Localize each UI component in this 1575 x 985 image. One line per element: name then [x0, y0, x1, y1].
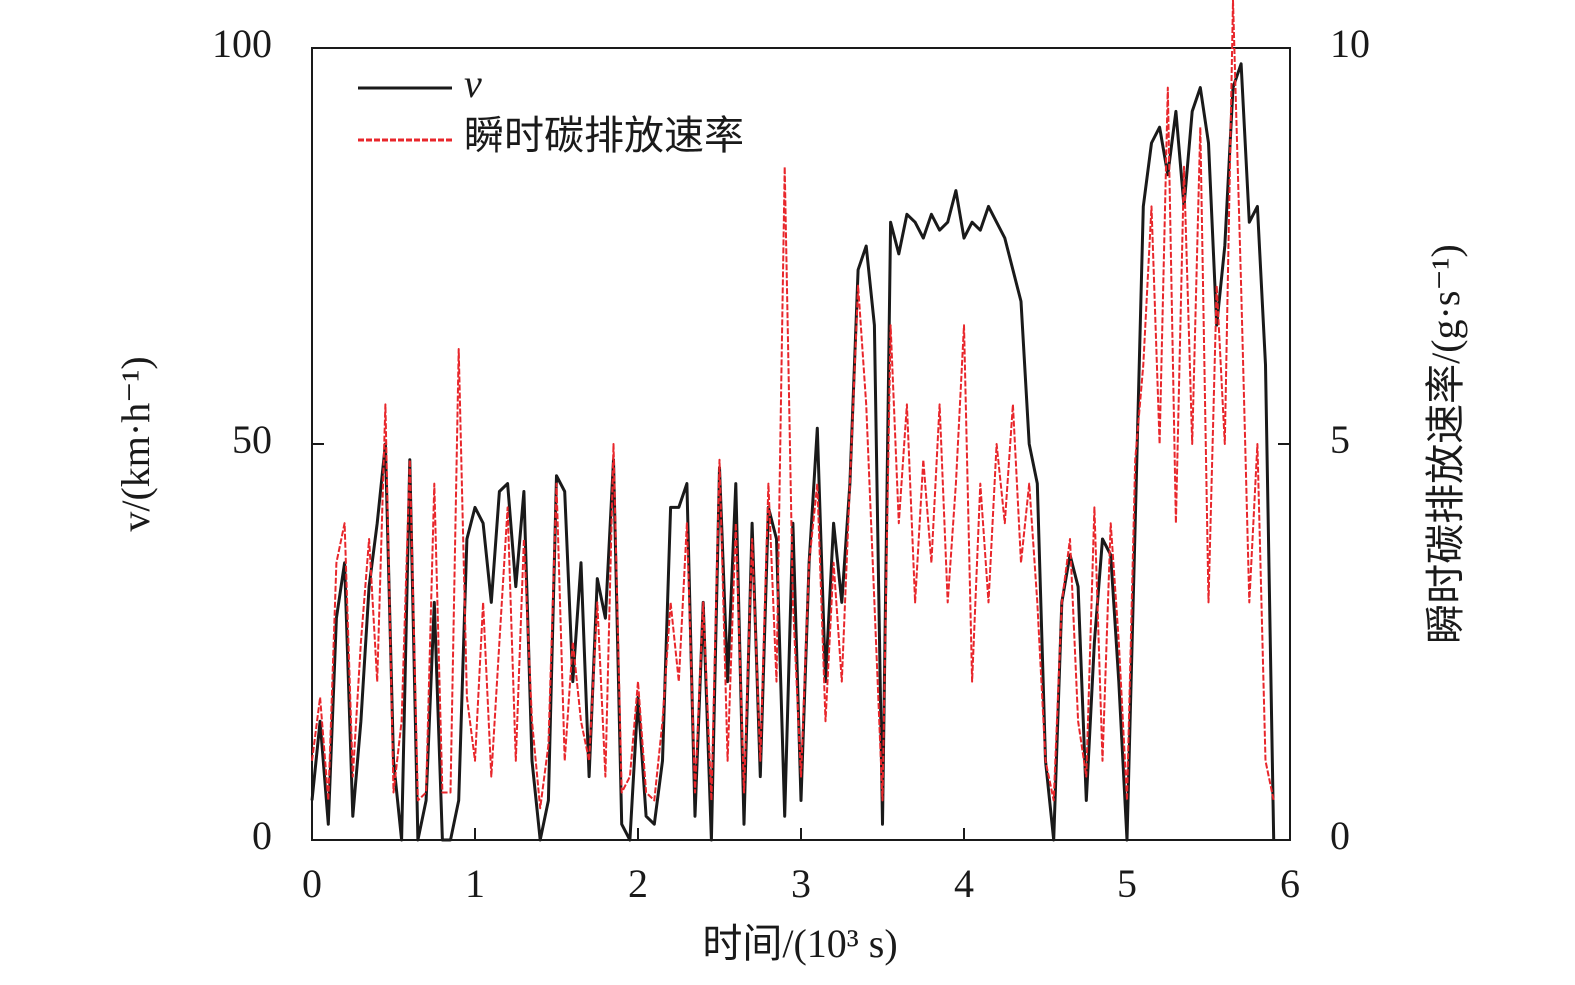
y2-tick-label: 0 [1330, 813, 1350, 858]
x-tick-label: 1 [465, 861, 485, 906]
x-tick-label: 6 [1280, 861, 1300, 906]
y-tick-label: 50 [232, 417, 272, 462]
series-line [311, 0, 1275, 810]
y-axis-label: v/(km·h⁻¹) [113, 356, 158, 531]
series-line [310, 62, 1276, 842]
y-tick-label: 100 [212, 21, 272, 66]
legend-label: 瞬时碳排放速率 [464, 113, 744, 158]
x-tick-label: 5 [1117, 861, 1137, 906]
x-tick-label: 0 [302, 861, 322, 906]
y2-tick-label: 10 [1330, 21, 1370, 66]
plot-frame [311, 47, 1291, 841]
y2-axis-label: 瞬时碳排放速率/(g·s⁻¹) [1423, 244, 1468, 644]
x-tick-label: 3 [791, 861, 811, 906]
x-tick-label: 2 [628, 861, 648, 906]
x-tick-label: 4 [954, 861, 974, 906]
y2-tick-label: 5 [1330, 417, 1350, 462]
x-axis-label: 时间/(10³ s) [702, 921, 897, 966]
legend-label: v [464, 61, 482, 106]
y-tick-label: 0 [252, 813, 272, 858]
